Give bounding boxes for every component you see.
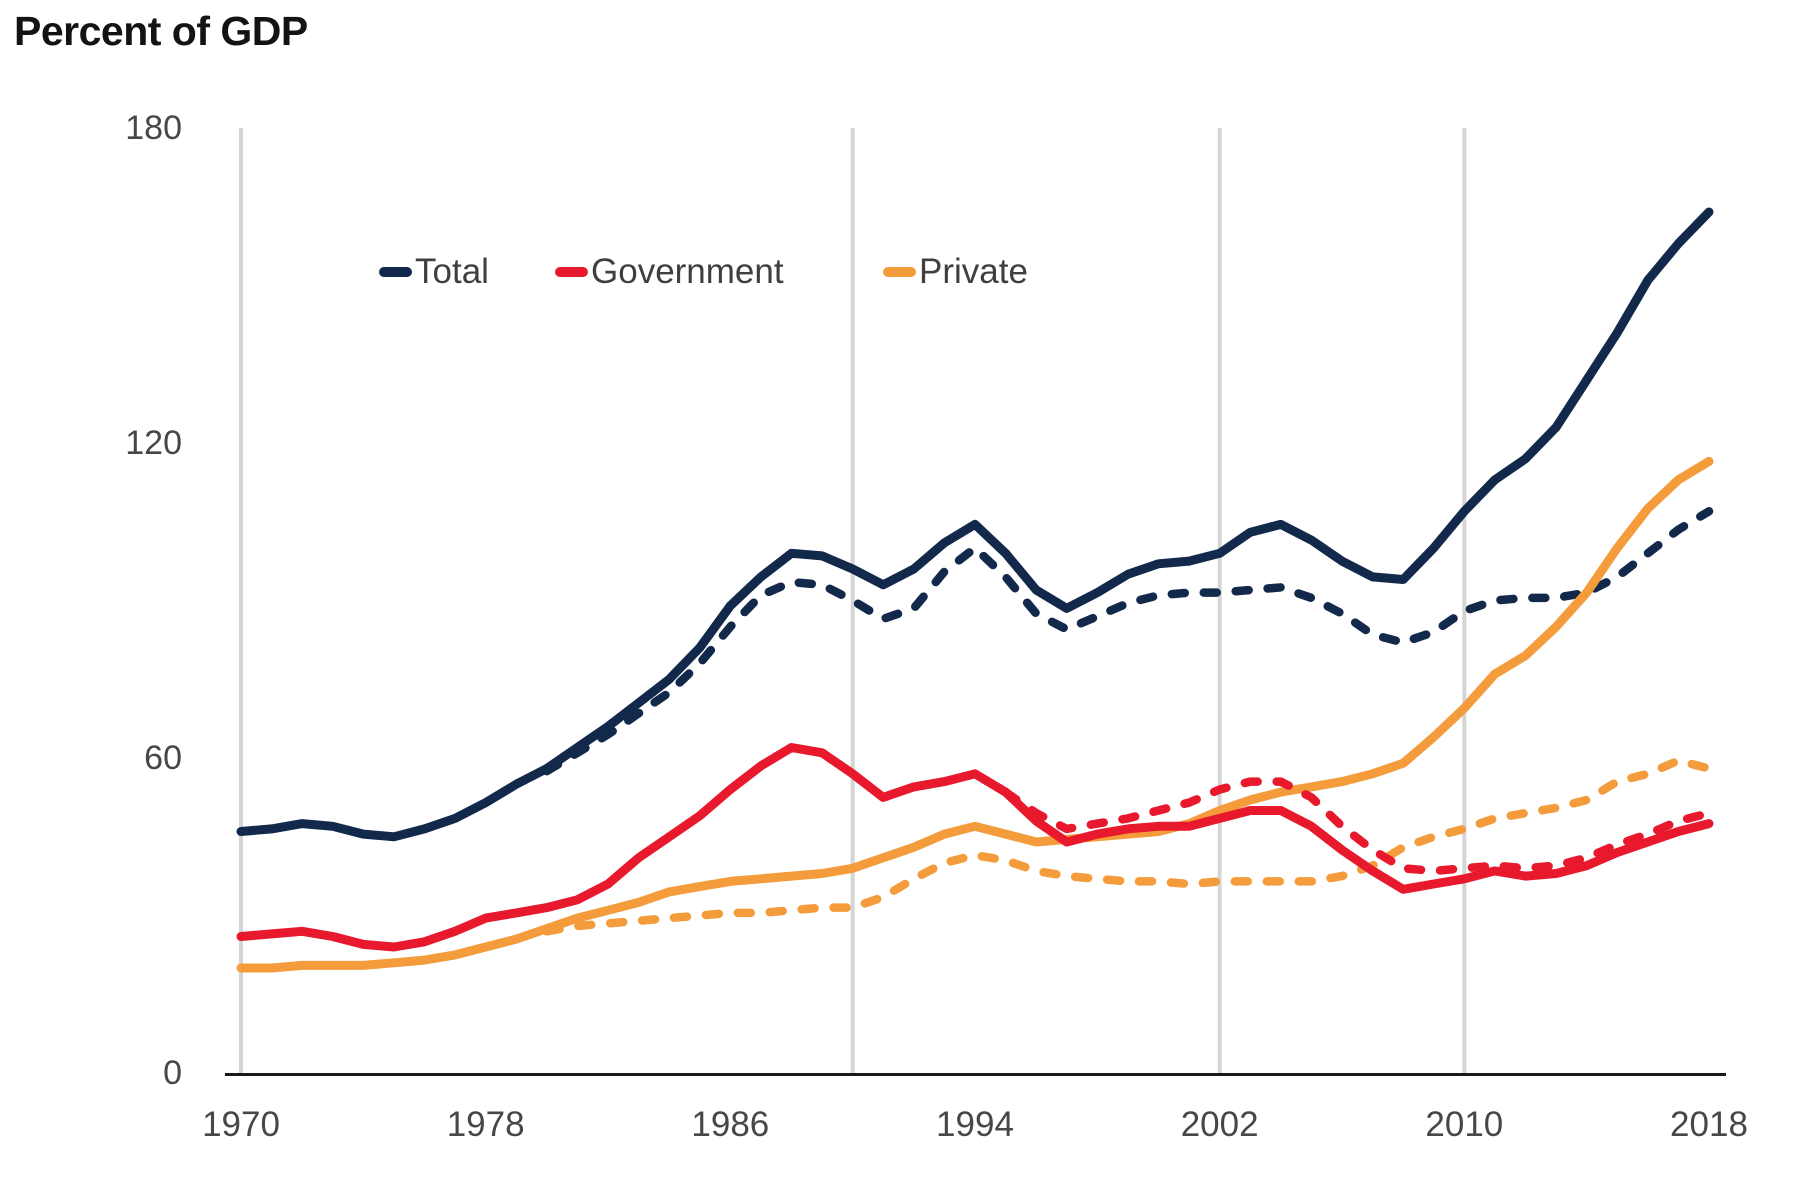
x-tick-label-1970: 1970 xyxy=(202,1105,280,1144)
x-tick-label-2018: 2018 xyxy=(1670,1105,1748,1144)
x-tick-label-1978: 1978 xyxy=(446,1105,525,1144)
chart-title: Percent of GDP xyxy=(14,8,308,54)
legend-item-total: Total xyxy=(379,252,489,292)
series-line-government xyxy=(236,743,1714,952)
series-line-government-dashed xyxy=(1001,777,1714,876)
x-tick-label-2010: 2010 xyxy=(1425,1105,1504,1144)
y-tick-label-120: 120 xyxy=(125,424,182,462)
legend-label: Private xyxy=(919,252,1028,291)
x-tick-label-1994: 1994 xyxy=(936,1105,1014,1144)
legend-item-private: Private xyxy=(883,252,1028,292)
y-tick-label-180: 180 xyxy=(125,109,182,147)
y-tick-label-0: 0 xyxy=(163,1054,182,1092)
series-line-total xyxy=(236,207,1714,842)
legend-label: Government xyxy=(591,252,784,291)
y-tick-label-60: 60 xyxy=(144,739,182,777)
legend-swatch-icon xyxy=(555,267,588,277)
series-line-total-dashed xyxy=(542,507,1714,776)
legend-item-government: Government xyxy=(555,252,784,292)
legend-label: Total xyxy=(415,252,489,291)
series-line-private-dashed xyxy=(542,756,1714,936)
legend-swatch-icon xyxy=(883,267,916,277)
x-tick-label-2002: 2002 xyxy=(1180,1105,1259,1144)
series-line-private xyxy=(236,456,1714,973)
x-tick-label-1986: 1986 xyxy=(691,1105,770,1144)
legend-swatch-icon xyxy=(379,267,412,277)
